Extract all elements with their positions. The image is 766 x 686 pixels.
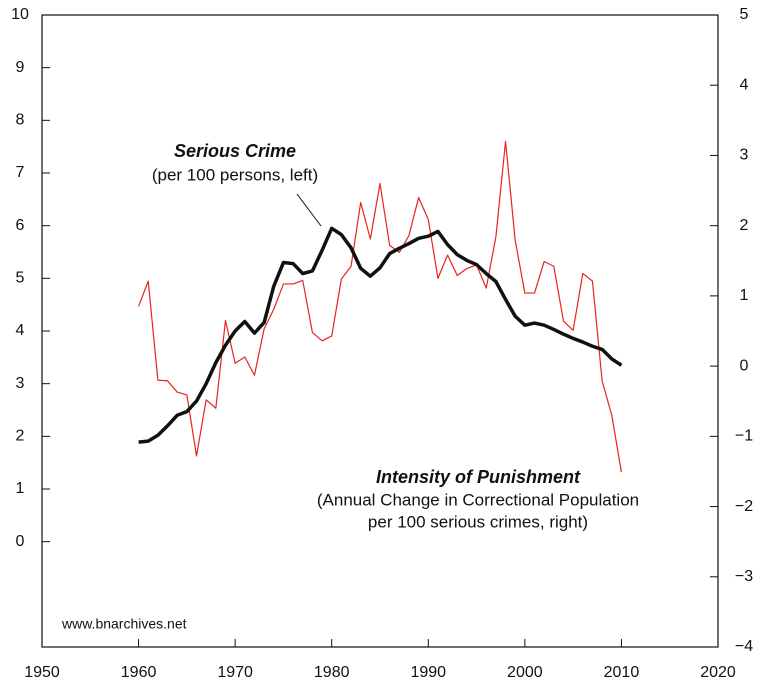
y2-tick-label: 2 (740, 217, 749, 234)
series-label: Serious Crime (174, 141, 296, 161)
y2-tick-label: −2 (735, 498, 753, 515)
y-tick-label: 9 (16, 59, 25, 76)
y2-tick-label: −4 (735, 638, 753, 655)
y2-tick-label: −3 (735, 568, 753, 585)
x-tick-label: 1980 (314, 664, 350, 681)
x-tick-label: 1950 (24, 664, 60, 681)
x-tick-label: 2020 (700, 664, 736, 681)
y-tick-label: 7 (16, 164, 25, 181)
y2-tick-label: 4 (740, 76, 749, 93)
x-tick-label: 1970 (217, 664, 253, 681)
annotation: (Annual Change in Correctional Populatio… (317, 490, 639, 509)
source: www.bnarchives.net (61, 616, 187, 632)
y2-tick-label: 1 (740, 287, 749, 304)
y2-tick-label: 3 (740, 147, 749, 164)
leader-line (296, 193, 322, 227)
x-tick-label: 1960 (121, 664, 157, 681)
y-tick-label: 0 (16, 533, 25, 550)
x-tick-label: 1990 (410, 664, 446, 681)
y-tick-label: 2 (16, 428, 25, 445)
y-tick-label: 4 (16, 322, 25, 339)
line-series (138, 226, 623, 444)
y-tick-label: 5 (16, 270, 25, 287)
y-tick-label: 10 (11, 6, 29, 23)
series-label: Intensity of Punishment (376, 467, 581, 487)
x-tick-label: 2010 (604, 664, 640, 681)
y-tick-label: 8 (16, 112, 25, 129)
y-tick-label: 3 (16, 375, 25, 392)
line-series (138, 140, 623, 473)
y2-tick-label: 0 (740, 357, 749, 374)
y-tick-label: 1 (16, 480, 25, 497)
annotation: per 100 serious crimes, right) (368, 512, 588, 531)
y2-tick-label: 5 (740, 6, 749, 23)
y-tick-label: 6 (16, 217, 25, 234)
plot-frame (41, 14, 719, 648)
x-tick-label: 2000 (507, 664, 543, 681)
y2-tick-label: −1 (735, 428, 753, 445)
annotation: (per 100 persons, left) (152, 165, 318, 184)
